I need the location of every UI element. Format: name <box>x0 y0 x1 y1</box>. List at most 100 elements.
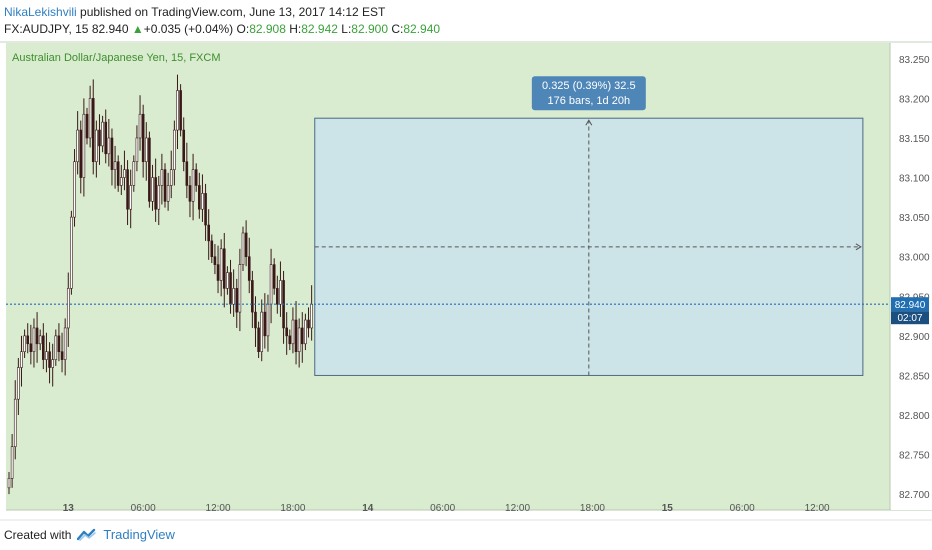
x-tick-label: 12:00 <box>505 503 530 514</box>
candle-body <box>42 335 45 360</box>
candle-body <box>247 256 251 281</box>
y-tick-label: 83.050 <box>899 213 930 224</box>
author-link[interactable]: NikaLekishvili <box>4 5 77 19</box>
low-value: 82.900 <box>351 22 388 36</box>
candle-body <box>251 280 254 313</box>
candle-body <box>57 335 61 352</box>
measure-label-line2: 176 bars, 1d 20h <box>548 95 631 107</box>
candle-body <box>216 264 220 281</box>
candle-body <box>300 327 304 345</box>
candle-body <box>279 280 282 305</box>
candle-body <box>198 185 201 210</box>
candle-body <box>154 177 157 210</box>
candle-body <box>35 327 39 345</box>
candle-body <box>173 129 176 170</box>
candle-body <box>54 335 58 360</box>
candle-body <box>244 232 248 258</box>
candle-body <box>276 288 279 305</box>
candle-body <box>10 446 14 479</box>
candle-body <box>66 288 70 329</box>
candle-body <box>219 248 223 281</box>
x-tick-label: 06:00 <box>730 503 755 514</box>
candle-body <box>260 311 264 352</box>
x-tick-label: 06:00 <box>131 503 156 514</box>
candle-body <box>29 343 33 352</box>
candle-body <box>179 90 182 131</box>
candle-body <box>191 169 195 202</box>
candle-body <box>241 232 245 265</box>
chart-title: Australian Dollar/Japanese Yen, 15, FXCM <box>12 52 221 64</box>
candle-body <box>235 288 239 313</box>
candle-body <box>294 319 298 352</box>
x-tick-label: 06:00 <box>430 503 455 514</box>
candle-body <box>73 161 76 218</box>
tradingview-logo-icon <box>77 528 97 541</box>
candle-body <box>38 335 42 345</box>
candle-body <box>254 311 257 329</box>
candle-body <box>226 272 229 289</box>
publish-line: NikaLekishvili published on TradingView.… <box>4 5 385 19</box>
candle-body <box>291 319 295 345</box>
candle-body <box>188 185 192 202</box>
open-value: 82.908 <box>249 22 286 36</box>
candle-body <box>266 303 270 337</box>
candle-body <box>132 161 136 186</box>
candle-body <box>107 137 111 155</box>
y-tick-label: 82.750 <box>899 451 930 462</box>
symbol-text: FX:AUDJPY, 15 82.940 <box>4 22 129 36</box>
candle-body <box>288 335 292 345</box>
candle-body <box>238 264 242 313</box>
change-text: +0.035 (+0.04%) <box>143 22 234 36</box>
x-tick-label: 18:00 <box>580 503 605 514</box>
y-tick-label: 82.800 <box>899 411 930 422</box>
high-value: 82.942 <box>301 22 338 36</box>
candle-body <box>310 303 313 329</box>
measure-up-arrow-icon <box>585 119 593 126</box>
open-label: O: <box>236 22 250 36</box>
footer: Created with TradingView <box>4 527 175 542</box>
y-tick-label: 83.000 <box>899 253 930 264</box>
y-tick-label: 83.200 <box>899 94 930 105</box>
published-text: published on TradingView.com, June 13, 2… <box>76 5 386 19</box>
candle-body <box>129 185 132 210</box>
candle-body <box>182 129 186 163</box>
candle-body <box>166 185 170 202</box>
candle-body <box>126 169 129 210</box>
candle-body <box>157 185 161 210</box>
candle-body <box>263 311 267 337</box>
y-tick-label: 83.250 <box>899 55 930 66</box>
candle-body <box>45 351 48 360</box>
candle-body <box>210 240 214 258</box>
candle-body <box>135 137 139 163</box>
change-arrow-icon: ▲ <box>131 22 144 36</box>
high-label: H: <box>289 22 302 36</box>
candle-body <box>17 367 20 400</box>
candle-body <box>120 177 123 186</box>
candle-body <box>104 121 108 155</box>
candle-body <box>110 137 114 170</box>
y-tick-label: 83.100 <box>899 174 930 185</box>
candle-body <box>285 327 288 337</box>
candle-body <box>101 121 104 147</box>
candle-body <box>141 113 145 163</box>
candle-body <box>297 327 301 352</box>
tradingview-link[interactable]: TradingView <box>103 527 175 542</box>
candle-body <box>163 169 167 202</box>
candle-body <box>63 327 67 360</box>
candle-body <box>70 216 73 289</box>
candle-body <box>229 272 232 305</box>
candle-body <box>144 137 148 163</box>
candle-body <box>60 351 64 360</box>
x-tick-label: 15 <box>662 503 674 514</box>
candle-body <box>26 335 30 345</box>
candle-body <box>232 288 235 305</box>
candle-body <box>88 98 92 139</box>
candle-body <box>176 90 179 131</box>
candle-body <box>98 129 101 147</box>
candle-body <box>257 327 260 352</box>
candle-body <box>307 319 310 329</box>
candle-body <box>32 327 36 352</box>
candle-body <box>7 478 11 489</box>
x-tick-label: 18:00 <box>280 503 305 514</box>
